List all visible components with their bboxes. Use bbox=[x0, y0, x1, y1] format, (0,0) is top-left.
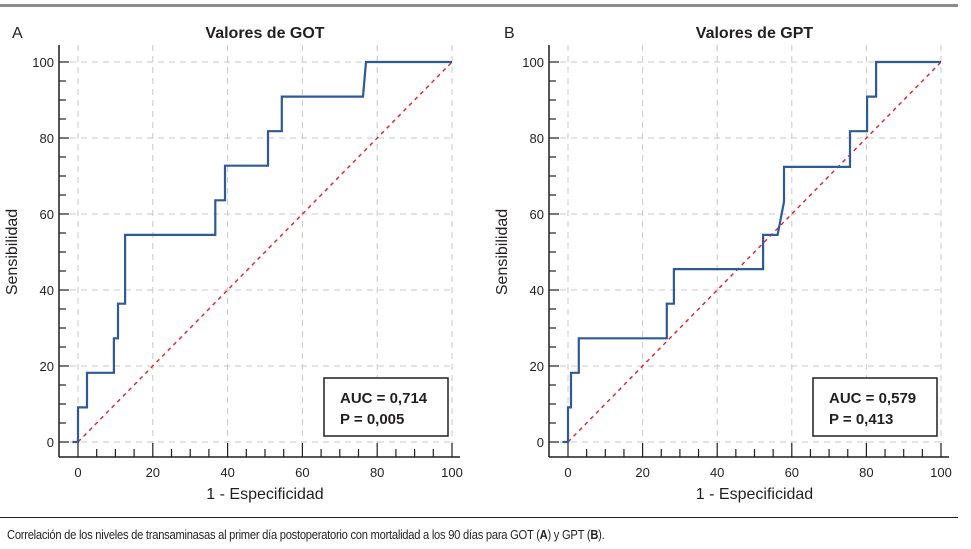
panel-label: B bbox=[504, 25, 515, 42]
y-tick-label: 0 bbox=[537, 435, 544, 450]
y-tick-label: 20 bbox=[40, 359, 54, 374]
annotation-box bbox=[323, 377, 449, 437]
auc-value: AUC = 0,579 bbox=[829, 390, 916, 407]
x-tick-label: 0 bbox=[74, 465, 81, 480]
x-tick-label: 60 bbox=[785, 465, 799, 480]
x-tick-label: 20 bbox=[635, 465, 649, 480]
grid bbox=[59, 45, 454, 457]
top-rule bbox=[0, 4, 958, 7]
panel-label: A bbox=[12, 25, 23, 42]
annotation-box bbox=[812, 377, 938, 437]
chart-gpt: B Valores de GPT 0 20 40 60 80 100 0 20 40 60 80 100 1… bbox=[494, 25, 952, 503]
x-tick-label: 0 bbox=[564, 465, 571, 480]
caption-ref-b: B bbox=[590, 527, 599, 542]
x-tick-label: 20 bbox=[146, 465, 160, 480]
x-tick-label: 100 bbox=[441, 465, 463, 480]
x-tick-label: 80 bbox=[370, 465, 384, 480]
y-tick-label: 80 bbox=[40, 131, 54, 146]
x-axis-label: 1 - Especificidad bbox=[696, 486, 813, 503]
y-tick-label: 40 bbox=[530, 283, 544, 298]
caption-rule bbox=[0, 517, 958, 518]
caption-ref-a: A bbox=[539, 527, 548, 542]
caption-text-3: ). bbox=[598, 527, 605, 542]
x-tick-label: 40 bbox=[220, 465, 234, 480]
chart-got: A Valores de GOT 0 20 40 60 80 100 0 20 40 60 80 100 1… bbox=[4, 25, 463, 503]
y-tick-label: 20 bbox=[530, 359, 544, 374]
y-tick-label: 80 bbox=[530, 131, 544, 146]
auc-annotation: AUC = 0,579 P = 0,413 bbox=[812, 377, 938, 437]
y-axis-label: Sensibilidad bbox=[4, 209, 21, 295]
y-tick-label: 60 bbox=[40, 207, 54, 222]
p-value: P = 0,413 bbox=[829, 411, 893, 428]
caption-text-2: ) y GPT ( bbox=[547, 527, 591, 542]
auc-value: AUC = 0,714 bbox=[340, 390, 428, 407]
p-value: P = 0,005 bbox=[340, 411, 404, 428]
roc-curve bbox=[562, 60, 941, 444]
y-tick-label: 100 bbox=[522, 55, 544, 70]
x-axis-label: 1 - Especificidad bbox=[206, 486, 323, 503]
chart-title: Valores de GPT bbox=[696, 25, 814, 42]
y-tick-label: 60 bbox=[530, 207, 544, 222]
x-tick-label: 40 bbox=[710, 465, 724, 480]
x-tick-label: 100 bbox=[930, 465, 952, 480]
auc-annotation: AUC = 0,714 P = 0,005 bbox=[323, 377, 449, 437]
reference-line bbox=[567, 61, 942, 443]
roc-curve bbox=[72, 60, 452, 444]
x-tick-label: 60 bbox=[295, 465, 309, 480]
caption-text-1: Correlación de los niveles de transamina… bbox=[7, 527, 540, 542]
y-tick-label: 0 bbox=[47, 435, 54, 450]
figure-caption: Correlación de los niveles de transamina… bbox=[7, 527, 605, 542]
reference-line bbox=[77, 61, 453, 443]
y-tick-label: 100 bbox=[32, 55, 54, 70]
chart-title: Valores de GOT bbox=[205, 25, 324, 42]
x-tick-label: 80 bbox=[859, 465, 873, 480]
y-axis-label: Sensibilidad bbox=[494, 209, 511, 295]
y-tick-label: 40 bbox=[40, 283, 54, 298]
